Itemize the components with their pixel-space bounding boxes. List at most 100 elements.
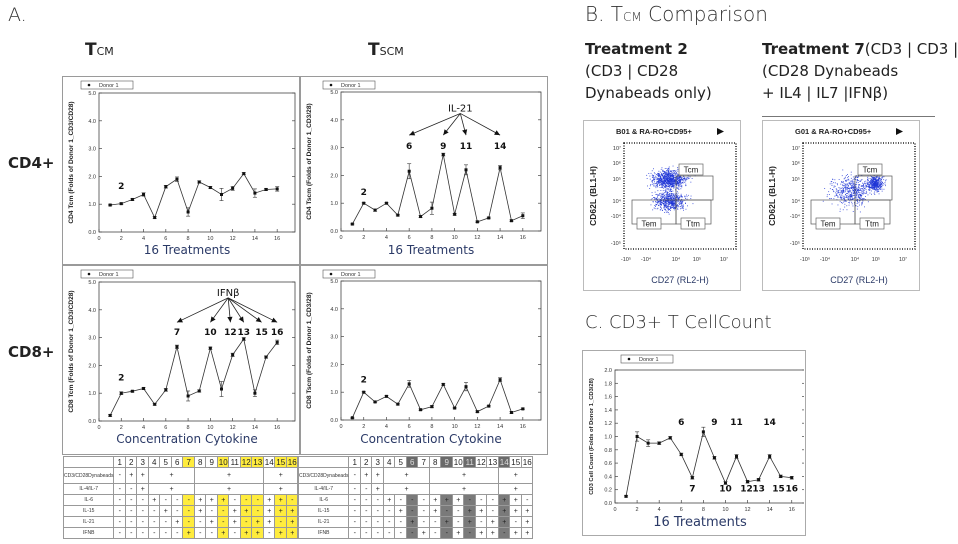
event-dot (867, 182, 869, 183)
event-dot (655, 201, 656, 203)
event-dot (857, 189, 859, 191)
event-dot (860, 186, 862, 187)
flow-plot-title: B01 & RA-RO+CD95+ (616, 127, 692, 136)
tscm-column-heading: TSCM (368, 40, 404, 60)
event-dot (676, 198, 678, 200)
event-dot (669, 174, 671, 176)
data-point (509, 410, 513, 414)
event-dot (862, 185, 864, 187)
event-dot (680, 180, 681, 182)
annotation-label: 13 (752, 485, 765, 495)
event-dot (847, 184, 849, 186)
event-dot (676, 180, 678, 182)
event-dot (881, 181, 882, 183)
y-tick-label: 5.0 (330, 279, 338, 285)
event-dot (666, 176, 668, 178)
event-dot (674, 170, 676, 172)
panel-b-title-prefix: B. T (585, 2, 624, 26)
y-tick-label: 0.0 (88, 419, 96, 425)
event-dot (851, 195, 853, 197)
event-dot (676, 175, 678, 176)
table-cell: - (440, 527, 453, 539)
table-cell: + (193, 467, 264, 484)
event-dot (822, 200, 824, 202)
table-cell: - (486, 505, 499, 517)
event-dot (677, 192, 679, 194)
event-dot (683, 177, 684, 179)
event-dot (669, 185, 671, 187)
y-tick-label: 2.0 (88, 363, 96, 369)
event-dot (677, 200, 679, 202)
event-dot (878, 187, 880, 189)
event-dot (657, 190, 659, 192)
event-dot (845, 187, 847, 189)
event-dot (654, 205, 656, 206)
event-dot (667, 205, 668, 207)
event-dot (664, 208, 666, 210)
series-line (625, 430, 792, 497)
event-dot (837, 184, 838, 186)
event-dot (670, 181, 672, 182)
column-header: 12 (240, 456, 253, 468)
event-dot (666, 196, 668, 198)
event-dot (675, 182, 677, 184)
event-dot (685, 183, 687, 185)
event-dot (675, 173, 677, 175)
x-tick-label: 6 (164, 236, 167, 242)
event-dot (864, 206, 865, 208)
event-dot (656, 198, 657, 199)
event-dot (674, 198, 676, 200)
plot-frame (340, 280, 542, 421)
event-dot (856, 200, 858, 201)
event-dot (857, 196, 859, 197)
event-dot (669, 172, 670, 174)
event-dot (844, 191, 846, 193)
event-dot (667, 209, 669, 210)
event-dot (851, 192, 853, 194)
event-dot (876, 181, 877, 183)
table-cell: + (274, 505, 287, 517)
event-dot (878, 185, 880, 186)
cd8-row-label: CD8+ (8, 343, 55, 361)
data-point (396, 213, 400, 217)
event-dot (671, 207, 672, 208)
x-tick-label: 2 (120, 425, 123, 431)
event-dot (664, 176, 666, 177)
event-dot (852, 198, 854, 200)
table-cell: + (497, 467, 534, 484)
event-dot (675, 192, 677, 194)
event-dot (861, 202, 863, 204)
event-dot (670, 179, 672, 181)
event-dot (667, 201, 669, 203)
event-dot (844, 196, 846, 198)
event-dot (670, 173, 672, 175)
event-dot (871, 183, 872, 185)
event-dot (876, 187, 878, 189)
event-dot (671, 206, 673, 208)
event-dot (661, 173, 663, 175)
event-dot (658, 205, 660, 206)
event-dot (665, 197, 667, 199)
event-dot (665, 178, 667, 180)
event-dot (663, 206, 665, 208)
event-dot (858, 184, 859, 186)
event-dot (676, 177, 678, 178)
event-dot (665, 185, 667, 186)
table-cell: - (171, 494, 184, 506)
table-cell: - (182, 516, 195, 528)
column-header: 2 (125, 456, 138, 468)
event-dot (680, 199, 682, 201)
x-tick-label: 16 (789, 507, 795, 513)
event-dot (676, 178, 678, 179)
event-dot (875, 179, 877, 181)
event-dot (677, 208, 678, 210)
event-dot (652, 176, 654, 178)
event-dot (676, 197, 678, 199)
row-label: IL-15 (62, 505, 115, 517)
event-dot (655, 204, 657, 206)
data-point (498, 378, 502, 382)
table-cell: - (228, 527, 241, 539)
event-dot (683, 206, 684, 208)
y-tick-label: 3.0 (330, 146, 338, 152)
event-dot (651, 183, 653, 185)
